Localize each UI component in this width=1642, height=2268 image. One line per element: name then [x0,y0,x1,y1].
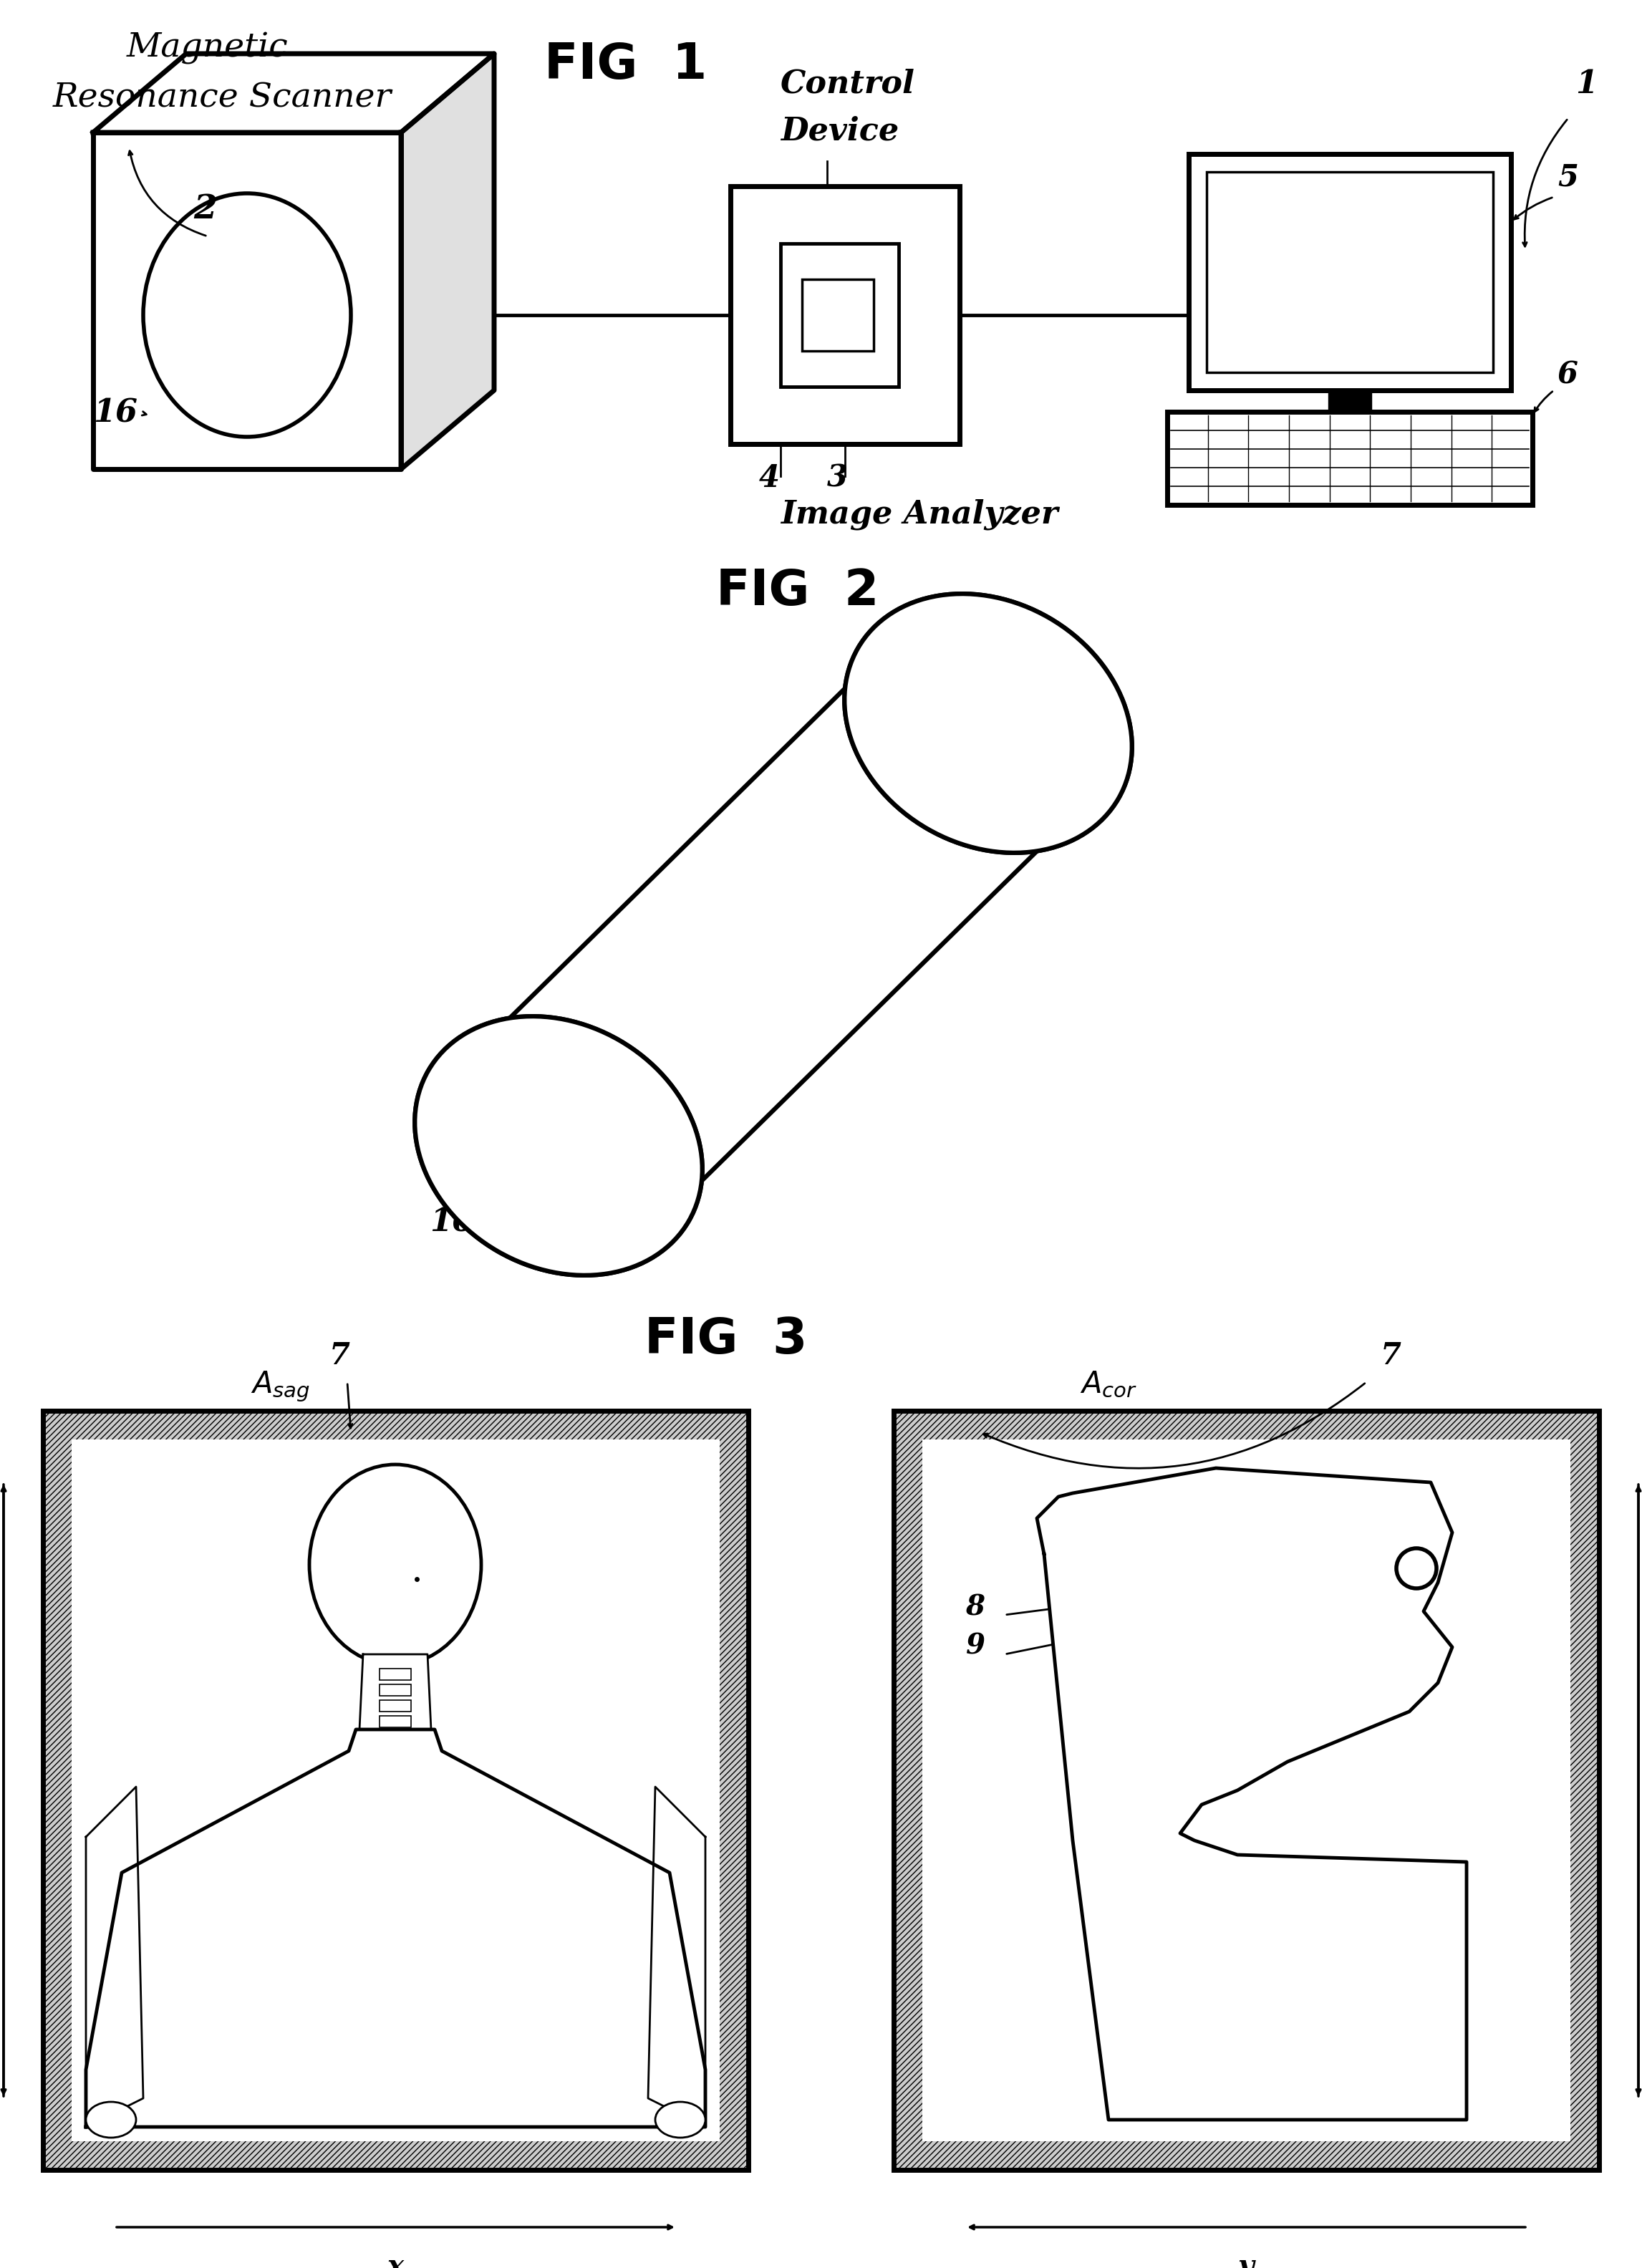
Polygon shape [1036,1467,1466,2121]
Text: 3: 3 [828,463,847,494]
Bar [379,1701,410,1712]
Ellipse shape [415,1016,703,1275]
Text: Control: Control [780,68,915,100]
Bar [379,1685,410,1696]
Text: z: z [1020,692,1034,717]
Text: 6: 6 [1558,361,1578,390]
Text: 8: 8 [965,1594,985,1622]
Bar [379,1669,410,1681]
Text: $A_{cor}$: $A_{cor}$ [1080,1370,1138,1399]
Text: Resonance Scanner: Resonance Scanner [53,82,391,116]
Ellipse shape [309,1465,481,1665]
Ellipse shape [844,594,1131,853]
Ellipse shape [655,2102,706,2139]
Bar [43,1411,749,2170]
Text: 4: 4 [759,463,780,494]
Text: 9: 9 [965,1633,985,1660]
Polygon shape [94,132,401,469]
Text: P: P [438,1547,460,1574]
Polygon shape [85,1787,143,2127]
Text: 1: 1 [1575,68,1598,100]
Bar [72,1440,719,2141]
Polygon shape [471,635,1076,1236]
Polygon shape [94,54,494,132]
Text: 7: 7 [1381,1340,1401,1370]
Polygon shape [85,1730,706,2127]
Polygon shape [401,54,494,469]
Text: y: y [964,646,980,671]
Text: 5: 5 [1558,163,1578,193]
Polygon shape [649,1787,706,2127]
Text: FIG  1: FIG 1 [544,41,708,88]
Text: y: y [1238,2252,1254,2268]
Text: FIG  2: FIG 2 [716,567,878,615]
Bar [731,186,959,445]
Ellipse shape [415,1016,703,1275]
Text: Magnetic: Magnetic [126,32,289,66]
Text: 16: 16 [94,399,138,429]
Bar [780,243,898,388]
Bar [893,1411,1599,2170]
Bar [923,1440,1570,2141]
Ellipse shape [85,2102,136,2139]
Bar [1189,154,1511,390]
Polygon shape [1328,390,1371,413]
Text: FIG  3: FIG 3 [644,1315,808,1363]
Text: 7: 7 [330,1340,350,1370]
Text: x: x [388,2252,404,2268]
Text: x: x [1021,771,1038,794]
Bar [1207,172,1493,372]
Text: 2: 2 [194,193,217,225]
Bar [801,279,874,352]
Text: $A_{sag}$: $A_{sag}$ [251,1370,310,1404]
Text: 16: 16 [430,1207,475,1238]
Text: Image Analyzer: Image Analyzer [780,499,1057,531]
Polygon shape [360,1653,432,1730]
Ellipse shape [844,594,1131,853]
Bar [1167,413,1532,506]
Bar [379,1717,410,1728]
Text: Device: Device [780,116,898,145]
